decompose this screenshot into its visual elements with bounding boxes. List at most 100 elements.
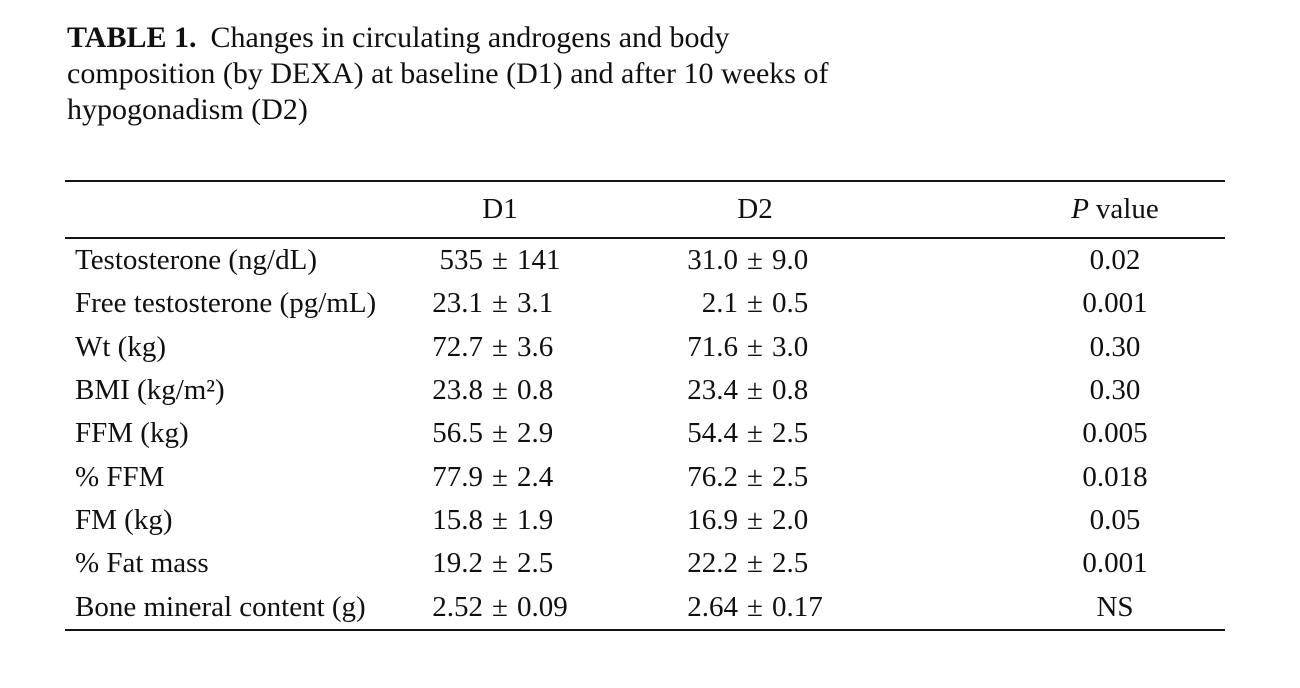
d2-value: 2.1 ±0.5 [605,287,905,320]
d1-mean: 23.1 [432,287,484,320]
table-row: Wt (kg) 72.7 ±3.6 71.6 ±3.0 0.30 [65,326,1225,369]
d2-mean: 31.0 [687,244,739,277]
d1-sd: 2.9 [516,417,554,450]
d1-sd: 2.4 [516,460,554,493]
d1-sd: 1.9 [516,503,554,536]
plus-minus-symbol: ± [492,330,508,363]
d2-sd: 0.17 [771,590,823,623]
d1-value: 535 ±141 [395,244,605,277]
p-value: 0.001 [1082,547,1148,580]
rule-top [65,180,1225,182]
d1-value: 23.1 ±3.1 [395,287,605,320]
p-value: NS [1096,590,1134,623]
d2-sd: 2.5 [771,547,809,580]
caption-line-1-text: Changes in circulating androgens and bod… [210,21,730,54]
d1-value: 15.8 ±1.9 [395,504,605,537]
plus-minus-symbol: ± [492,417,508,450]
plus-minus-symbol: ± [747,590,763,623]
d1-mean: 72.7 [432,330,484,363]
d1-value: 72.7 ±3.6 [395,331,605,364]
d1-sd: 3.6 [516,330,554,363]
plus-minus-symbol: ± [747,460,763,493]
d2-mean: 54.4 [687,417,739,450]
d2-mean: 22.2 [687,547,739,580]
d1-value: 23.8 ±0.8 [395,374,605,407]
d2-sd: 2.5 [771,417,809,450]
d1-mean: 2.52 [432,590,484,623]
table-row: BMI (kg/m²) 23.8 ±0.8 23.4 ±0.8 0.30 [65,369,1225,412]
caption-line-1: TABLE 1. Changes in circulating androgens… [67,20,1187,56]
row-label: % Fat mass [75,547,209,580]
p-value: 0.018 [1082,460,1148,493]
row-label: Bone mineral content (g) [75,590,366,623]
d1-sd: 0.09 [516,590,568,623]
d1-mean: 23.8 [432,374,484,407]
d2-value: 2.64 ±0.17 [605,591,905,624]
d1-mean: 77.9 [432,460,484,493]
d2-value: 23.4 ±0.8 [605,374,905,407]
d2-value: 31.0 ±9.0 [605,244,905,277]
p-value: 0.05 [1089,503,1141,536]
d2-value: 16.9 ±2.0 [605,504,905,537]
plus-minus-symbol: ± [492,244,508,277]
d1-sd: 141 [516,244,561,277]
d2-mean: 2.1 [701,287,739,320]
d2-mean: 71.6 [687,330,739,363]
plus-minus-symbol: ± [747,287,763,320]
column-header-d1: D1 [482,193,518,225]
d1-value: 56.5 ±2.9 [395,417,605,450]
row-label: % FFM [75,460,165,493]
p-value: 0.30 [1089,374,1141,407]
p-value: 0.30 [1089,330,1141,363]
row-label: Testosterone (ng/dL) [75,244,317,277]
rule-bottom [65,628,1225,631]
p-value: 0.02 [1089,244,1141,277]
d1-mean: 56.5 [432,417,484,450]
d2-value: 54.4 ±2.5 [605,417,905,450]
plus-minus-symbol: ± [747,547,763,580]
d1-sd: 0.8 [516,374,554,407]
d2-value: 76.2 ±2.5 [605,461,905,494]
table-row: FM (kg) 15.8 ±1.9 16.9 ±2.0 0.05 [65,499,1225,542]
d2-sd: 3.0 [771,330,809,363]
plus-minus-symbol: ± [492,374,508,407]
d1-mean: 19.2 [432,547,484,580]
row-label: FM (kg) [75,503,173,536]
table-row: % Fat mass 19.2 ±2.5 22.2 ±2.5 0.001 [65,542,1225,585]
table-row: Free testosterone (pg/mL) 23.1 ±3.1 2.1 ±0… [65,282,1225,325]
d1-mean: 535 [439,244,484,277]
plus-minus-symbol: ± [747,503,763,536]
d1-sd: 3.1 [516,287,554,320]
d2-mean: 16.9 [687,503,739,536]
d2-sd: 2.0 [771,503,809,536]
plus-minus-symbol: ± [492,287,508,320]
d2-sd: 2.5 [771,460,809,493]
p-value-word: value [1095,193,1159,225]
row-label: FFM (kg) [75,417,189,450]
row-label: Free testosterone (pg/mL) [75,287,377,320]
d2-mean: 2.64 [687,590,739,623]
plus-minus-symbol: ± [492,590,508,623]
plus-minus-symbol: ± [492,547,508,580]
plus-minus-symbol: ± [492,503,508,536]
d1-sd: 2.5 [516,547,554,580]
table-row: Bone mineral content (g) 2.52 ±0.09 2.64 ±… [65,585,1225,628]
row-label: BMI (kg/m²) [75,374,225,407]
row-label: Wt (kg) [75,330,166,363]
d2-mean: 76.2 [687,460,739,493]
plus-minus-symbol: ± [747,374,763,407]
plus-minus-symbol: ± [747,417,763,450]
p-italic-label: P [1071,193,1089,225]
d2-sd: 0.8 [771,374,809,407]
caption-line-2: composition (by DEXA) at baseline (D1) a… [67,57,829,90]
d2-mean: 23.4 [687,374,739,407]
d2-sd: 0.5 [771,287,809,320]
table-body: Testosterone (ng/dL) 535 ±141 31.0 ±9.0 0.… [65,239,1225,629]
d1-value: 77.9 ±2.4 [395,461,605,494]
column-header-d2: D2 [737,193,773,225]
p-value: 0.001 [1082,287,1148,320]
